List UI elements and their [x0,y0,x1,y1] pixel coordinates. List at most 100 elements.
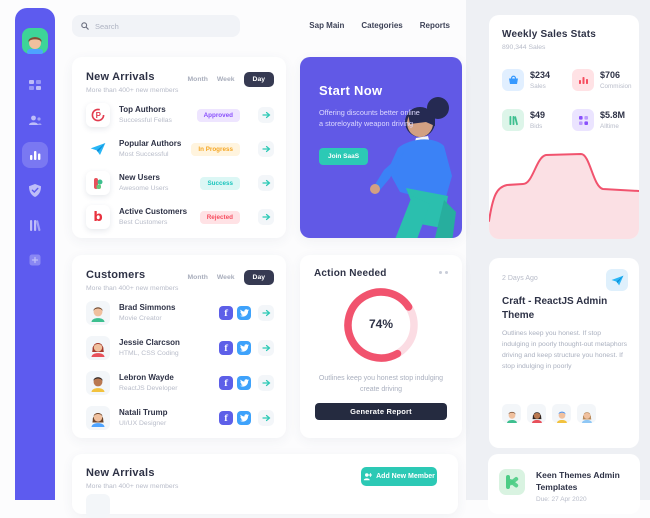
stat-commission: $706 Commision [572,69,639,93]
join-saas-button[interactable]: Join SaaS [319,148,369,165]
avatar [577,404,596,423]
layout-icon [572,109,594,131]
avatar [502,404,521,423]
user-avatar[interactable] [22,28,48,54]
keen-title[interactable]: Keen Themes Admin Templates [536,470,620,493]
nav-reports[interactable]: Reports [419,21,450,30]
pinterest-icon: P [86,103,110,127]
facebook-icon[interactable]: f [219,341,233,355]
tab-day[interactable]: Day [243,270,274,285]
tab-week[interactable]: Week [216,274,235,281]
action-description: Outlines keep you honest stop indulging … [318,375,444,394]
stat-value: $234 [530,70,551,80]
status-badge: In Progress [191,143,240,156]
stat-alltime: $5.8M Alltime [572,109,639,133]
arrow-right-icon [261,213,270,221]
craft-card: 2 Days Ago Craft - ReactJS Admin Theme O… [489,258,639,448]
search-input[interactable]: Search [72,15,240,37]
search-icon [81,22,89,30]
arrow-button[interactable] [258,375,274,391]
customer-name: Lebron Wayde [119,373,174,382]
basket-icon [502,69,524,91]
sidebar-item-new-file[interactable] [22,247,48,273]
twitter-icon[interactable] [237,376,251,390]
arrow-button[interactable] [258,107,274,123]
avatar [86,301,110,325]
tab-week[interactable]: Week [216,76,235,83]
sales-area-chart [489,152,639,239]
start-now-banner: Start Now Offering discounts better onli… [300,57,462,238]
library-icon [29,219,40,231]
arrow-button[interactable] [258,141,274,157]
list-item: New Users Awesome Users Success [86,171,274,197]
arrow-button[interactable] [258,410,274,426]
status-badge: Success [200,177,240,190]
banner-description: Offering discounts better online a store… [319,108,420,129]
status-badge: Rejected [199,211,240,224]
paper-plane-badge [606,269,628,291]
item-title: Top Authors [119,105,166,114]
progress-donut: 74% [341,285,421,365]
arrow-button[interactable] [258,175,274,191]
arrow-button[interactable] [258,305,274,321]
sidebar-item-users[interactable] [22,107,48,133]
customer-row: Natali Trump UI/UX Designer f [86,406,274,432]
nav-categories[interactable]: Categories [361,21,403,30]
item-title: Popular Authors [119,139,182,148]
customers-card: Customers More than 400+ new members Mon… [72,255,286,438]
stat-sales: $234 Sales [502,69,572,93]
customer-row: Lebron Wayde ReactJS Developer f [86,371,274,397]
tab-month[interactable]: Month [187,274,208,281]
arrow-right-icon [261,414,270,422]
avatar-face-icon [27,37,43,54]
avatar [86,406,110,430]
library-icon [502,109,524,131]
paper-plane-icon [611,275,623,285]
svg-text:P: P [96,111,102,120]
arrow-button[interactable] [258,209,274,225]
figma-icon [86,171,110,195]
list-item: P Top Authors Successful Fellas Approved [86,103,274,129]
stat-value: $5.8M [600,110,626,120]
stat-label: Commision [600,83,632,90]
arrow-button[interactable] [258,340,274,356]
craft-avatars [502,404,596,423]
card-title: Customers [86,269,146,281]
item-subtitle: Best Customers [119,219,168,226]
card-title: New Arrivals [86,467,155,479]
facebook-icon[interactable]: f [219,306,233,320]
keen-themes-card: Keen Themes Admin Templates Due: 27 Apr … [488,454,640,514]
arrow-right-icon [261,145,270,153]
generate-report-button[interactable]: Generate Report [315,403,447,420]
facebook-icon[interactable]: f [219,411,233,425]
users-icon [29,115,42,125]
customer-row: Jessie Clarcson HTML, CSS Coding f [86,336,274,362]
customer-role: UI/UX Designer [119,420,167,427]
stat-label: Alltime [600,123,619,130]
nav-sap-main[interactable]: Sap Main [309,21,345,30]
craft-title[interactable]: Craft - ReactJS Admin Theme [502,296,608,321]
walking-person-illustration [370,97,456,238]
add-new-member-button[interactable]: Add New Member [361,467,437,486]
search-placeholder: Search [95,21,119,31]
sidebar [15,8,55,500]
customer-name: Jessie Clarcson [119,338,180,347]
avatar [86,336,110,360]
donut-percent: 74% [368,317,394,331]
sidebar-item-security[interactable] [22,177,48,203]
twitter-icon[interactable] [237,341,251,355]
shield-check-icon [29,183,41,197]
action-needed-card: Action Needed 74% Outlines keep you hone… [300,255,462,438]
tab-day[interactable]: Day [243,72,274,87]
tab-month[interactable]: Month [187,76,208,83]
sidebar-item-statistics[interactable] [22,142,48,168]
donut-arc [344,288,418,362]
twitter-icon[interactable] [237,411,251,425]
sidebar-item-library[interactable] [22,212,48,238]
facebook-icon[interactable]: f [219,376,233,390]
sidebar-item-dashboard[interactable] [22,72,48,98]
list-item: Popular Authors Most Successful In Progr… [86,137,274,163]
stat-label: Sales [530,83,546,90]
twitter-icon[interactable] [237,306,251,320]
card-menu-dots[interactable] [439,271,448,274]
